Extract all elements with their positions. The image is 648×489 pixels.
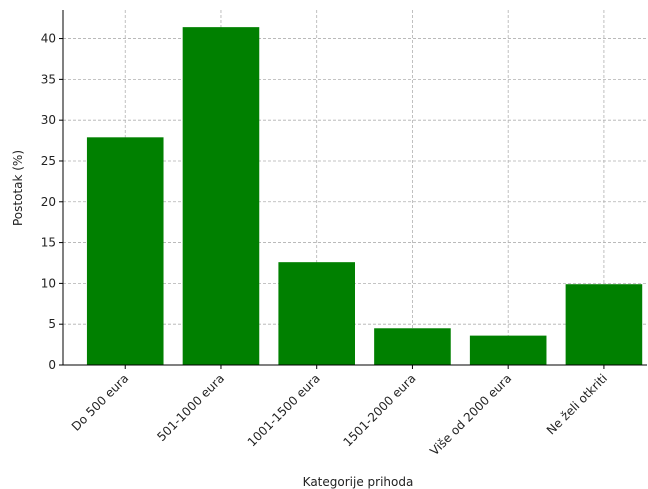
y-tick-label: 10 (41, 276, 56, 290)
y-tick-label: 40 (41, 32, 56, 46)
y-tick-label: 0 (48, 358, 56, 372)
bar (86, 137, 164, 365)
bars (86, 27, 643, 365)
bar (469, 335, 547, 365)
y-tick-label: 20 (41, 195, 56, 209)
y-axis-label: Postotak (%) (11, 150, 25, 226)
y-tick-label: 35 (41, 72, 56, 86)
y-tick-label: 5 (48, 317, 56, 331)
y-tick-label: 25 (41, 154, 56, 168)
bar (278, 262, 355, 365)
bar (374, 328, 451, 365)
x-tick-label: Do 500 eura (69, 371, 132, 434)
y-tick-label: 15 (41, 236, 56, 250)
bar (182, 27, 260, 365)
y-tick-label: 30 (41, 113, 56, 127)
x-tick-label: 1501-2000 eura (340, 371, 418, 449)
x-axis-label: Kategorije prihoda (303, 475, 414, 489)
x-tick-label: 1001-1500 eura (245, 371, 323, 449)
x-tick-label: 501-1000 eura (154, 371, 227, 444)
x-tick-label: Više od 2000 eura (427, 371, 514, 458)
bar (565, 284, 643, 365)
x-tick-label: Ne želi otkriti (544, 371, 610, 437)
